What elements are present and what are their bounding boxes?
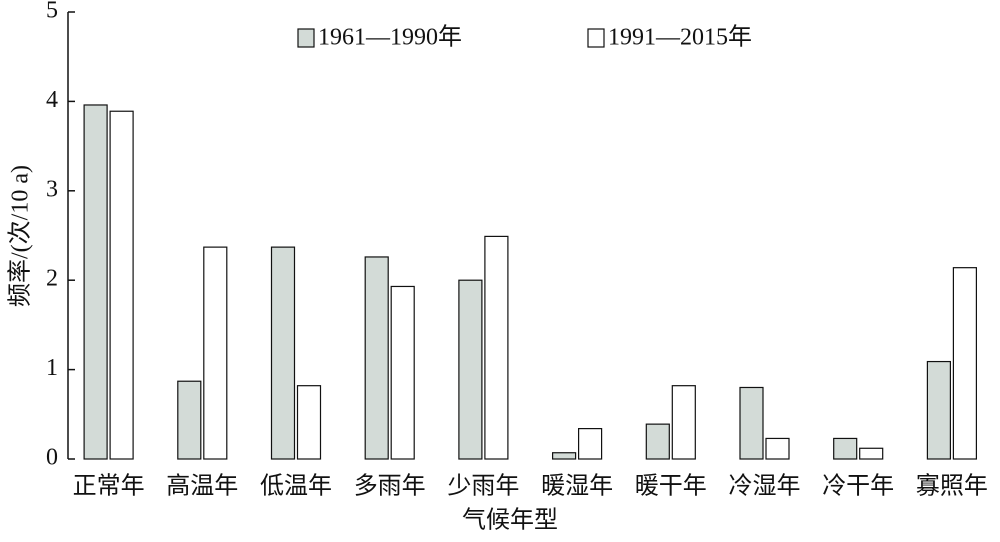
x-tick-label: 高温年 [166,473,238,500]
bar [296,385,322,460]
bar [645,423,670,460]
x-tick-label: 冷湿年 [729,473,801,500]
legend-label: 1961—1990年 [318,24,462,51]
bar [270,246,296,460]
y-tick-label: 2 [46,266,58,292]
y-tick-label: 1 [46,355,58,381]
bar [739,386,764,460]
bar [671,385,696,460]
bar [177,380,202,460]
bar [83,104,108,460]
bar [484,235,509,460]
legend-swatch [297,28,315,48]
y-tick-label: 4 [46,87,58,113]
y-tick-label: 3 [46,176,58,202]
y-axis-label: 频率/(次/10 a) [7,165,34,307]
x-tick-label: 正常年 [73,473,145,500]
bar [859,447,884,460]
x-tick-label: 暖干年 [635,473,707,500]
x-tick-label: 冷干年 [822,473,894,500]
bar [952,267,978,460]
bar [109,110,134,460]
legend-swatch [587,28,605,48]
x-tick-label: 少雨年 [447,473,519,500]
bar [458,279,483,460]
x-tick-label: 多雨年 [354,473,426,500]
legend-label: 1991—2015年 [608,24,752,51]
bar [390,285,415,460]
x-tick-label: 低温年 [260,473,332,500]
x-axis-label: 气候年型 [462,507,558,534]
x-tick-label: 寡照年 [916,473,988,500]
bar [203,246,228,460]
bar [577,428,603,460]
bar [926,360,952,460]
y-tick-label: 0 [46,445,58,471]
bar [765,437,790,460]
bar [551,452,577,460]
x-tick-label: 暖湿年 [541,473,613,500]
bar [364,256,389,460]
y-tick-label: 5 [46,0,58,24]
bar [833,437,858,460]
